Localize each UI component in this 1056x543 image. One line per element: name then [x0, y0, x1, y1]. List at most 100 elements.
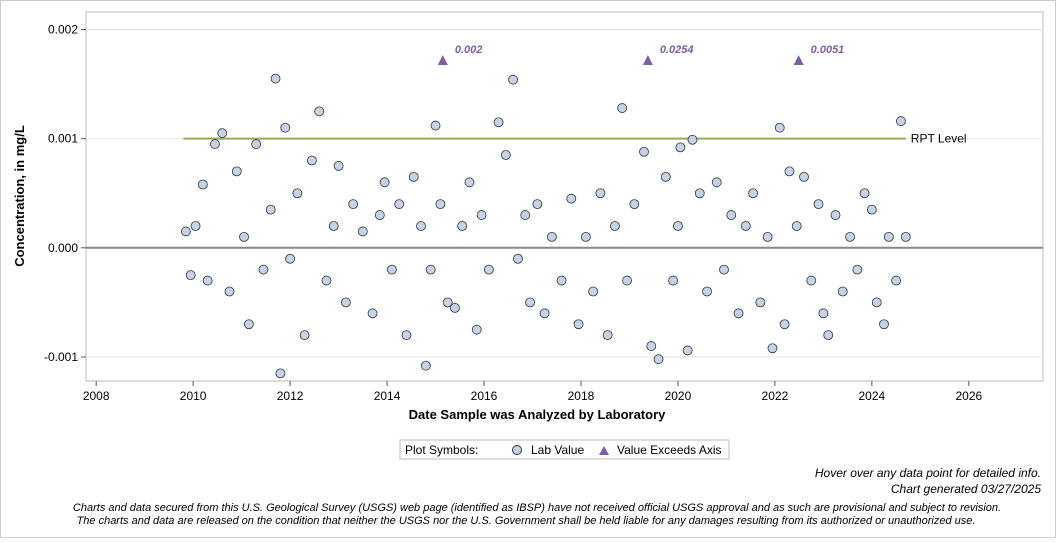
- data-point: [197, 179, 208, 190]
- data-point: [784, 166, 795, 177]
- data-point: [891, 275, 902, 286]
- data-point: [682, 345, 693, 356]
- data-point: [694, 188, 705, 199]
- data-point: [830, 210, 841, 220]
- data-point: [588, 286, 599, 297]
- x-tick-label: 2010: [180, 389, 207, 403]
- data-point: [217, 128, 228, 139]
- disclaimer: The charts and data are released on the …: [77, 515, 976, 527]
- data-point: [871, 297, 882, 308]
- exceed-marker: [437, 55, 448, 65]
- y-axis-title: Concentration, in mg/L: [12, 125, 27, 267]
- data-point: [285, 253, 296, 264]
- data-point: [660, 171, 671, 182]
- data-point: [210, 139, 220, 149]
- data-point: [774, 122, 785, 133]
- exceed-label: 0.0051: [811, 44, 845, 56]
- data-point: [845, 231, 855, 242]
- disclaimer: Charts and data secured from this U.S. G…: [73, 502, 1001, 514]
- data-point: [580, 231, 591, 242]
- x-tick-label: 2014: [374, 389, 401, 403]
- data-point: [673, 221, 683, 231]
- data-point: [299, 330, 310, 341]
- data-point: [539, 308, 550, 319]
- data-point: [239, 231, 249, 242]
- data-point: [740, 221, 751, 231]
- data-point: [464, 177, 475, 188]
- data-point: [435, 199, 446, 210]
- y-tick-label: 0.000: [48, 241, 78, 255]
- exceed-label: 0.002: [455, 44, 483, 56]
- data-point: [270, 73, 281, 84]
- data-point: [401, 330, 412, 341]
- data-point: [711, 177, 722, 188]
- x-tick-label: 2012: [277, 389, 304, 403]
- data-point: [508, 74, 519, 85]
- x-tick-label: 2024: [859, 389, 886, 403]
- data-point: [251, 139, 262, 149]
- x-tick-label: 2026: [955, 389, 982, 403]
- data-point: [566, 193, 577, 204]
- x-axis-title: Date Sample was Analyzed by Laboratory: [409, 407, 666, 422]
- data-point: [653, 354, 664, 365]
- data-point: [265, 204, 276, 215]
- data-point: [823, 330, 834, 341]
- data-point: [348, 199, 359, 210]
- data-point: [457, 221, 468, 231]
- plot-frame: [85, 11, 1044, 382]
- legend-label: Lab Value: [531, 443, 584, 457]
- data-point: [307, 155, 317, 166]
- data-point: [702, 286, 712, 297]
- data-point: [799, 171, 809, 182]
- data-point: [258, 264, 269, 275]
- x-tick-label: 2018: [568, 389, 595, 403]
- data-point: [520, 210, 531, 220]
- note: Chart generated 03/27/2025: [891, 482, 1041, 496]
- data-point: [333, 161, 344, 171]
- note: Hover over any data point for detailed i…: [815, 466, 1041, 480]
- x-tick-label: 2008: [83, 389, 110, 403]
- data-point: [748, 188, 758, 199]
- data-point: [726, 210, 737, 220]
- data-point: [430, 120, 441, 131]
- data-point: [387, 264, 397, 275]
- x-tick-label: 2016: [471, 389, 498, 403]
- exceed-label: 0.0254: [660, 44, 694, 56]
- data-point: [185, 270, 196, 281]
- data-point: [546, 231, 557, 242]
- data-point: [180, 226, 191, 237]
- data-point: [646, 341, 657, 351]
- data-point: [896, 116, 906, 127]
- data-point: [357, 226, 368, 237]
- data-point: [791, 221, 802, 231]
- data-point: [231, 166, 242, 177]
- data-point: [408, 171, 419, 182]
- data-point: [610, 221, 620, 231]
- data-point: [513, 253, 523, 264]
- data-point: [374, 210, 385, 220]
- data-point: [852, 264, 863, 275]
- data-point: [639, 146, 649, 157]
- data-point: [275, 368, 286, 379]
- data-point: [883, 231, 894, 242]
- data-point: [471, 324, 482, 335]
- data-point: [779, 319, 790, 330]
- data-point: [202, 275, 213, 286]
- exceed-marker: [642, 55, 653, 65]
- data-point: [859, 188, 870, 199]
- data-point: [394, 199, 405, 210]
- data-point: [314, 106, 325, 117]
- data-point: [866, 204, 877, 215]
- y-tick-label: -0.001: [44, 350, 78, 364]
- data-point: [280, 122, 291, 133]
- data-point: [420, 360, 431, 371]
- data-point: [483, 264, 494, 275]
- y-tick-label: 0.002: [48, 22, 78, 36]
- data-point: [719, 264, 729, 275]
- data-point: [556, 275, 567, 286]
- x-tick-label: 2022: [762, 389, 789, 403]
- data-point: [500, 150, 511, 160]
- data-point: [190, 221, 201, 231]
